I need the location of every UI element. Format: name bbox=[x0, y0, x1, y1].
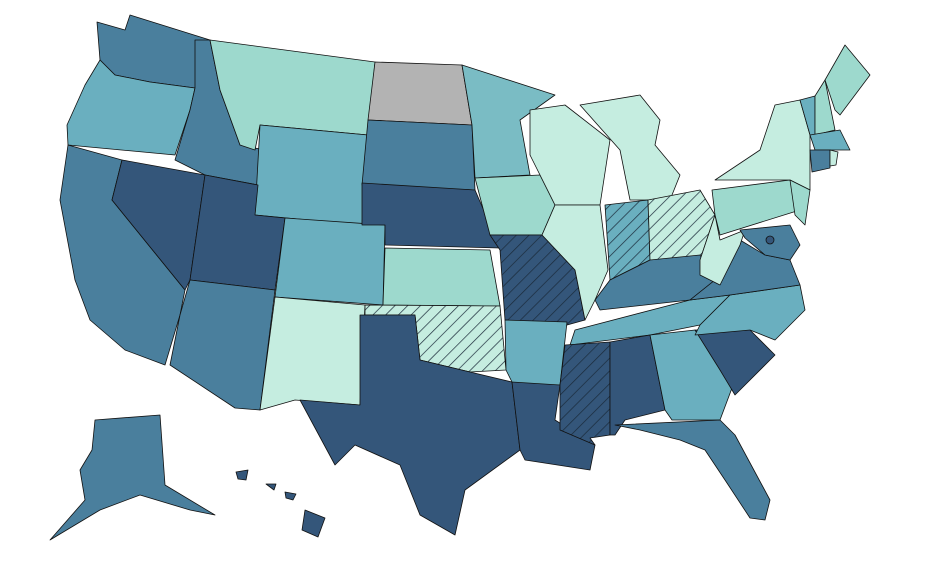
region bbox=[254, 124, 369, 226]
region bbox=[284, 491, 297, 501]
region bbox=[829, 149, 839, 167]
region-dc bbox=[765, 235, 775, 245]
region bbox=[809, 129, 851, 151]
region bbox=[299, 314, 521, 536]
region bbox=[49, 414, 216, 541]
region bbox=[711, 179, 801, 236]
region bbox=[361, 182, 501, 249]
region bbox=[511, 381, 596, 471]
region bbox=[714, 99, 811, 191]
region bbox=[504, 319, 568, 391]
region bbox=[361, 119, 476, 191]
region bbox=[111, 159, 206, 291]
region bbox=[259, 296, 366, 411]
region bbox=[814, 79, 836, 136]
region bbox=[579, 94, 681, 201]
region bbox=[382, 247, 501, 307]
region bbox=[824, 44, 871, 116]
region bbox=[789, 179, 811, 226]
region bbox=[66, 59, 196, 156]
region bbox=[367, 61, 473, 126]
region bbox=[809, 149, 831, 173]
region bbox=[235, 469, 249, 481]
region bbox=[274, 217, 386, 306]
region bbox=[461, 64, 556, 179]
region bbox=[265, 483, 277, 491]
region bbox=[559, 341, 611, 446]
region bbox=[541, 204, 609, 321]
region bbox=[169, 279, 276, 411]
region bbox=[301, 509, 326, 538]
region bbox=[614, 419, 771, 521]
